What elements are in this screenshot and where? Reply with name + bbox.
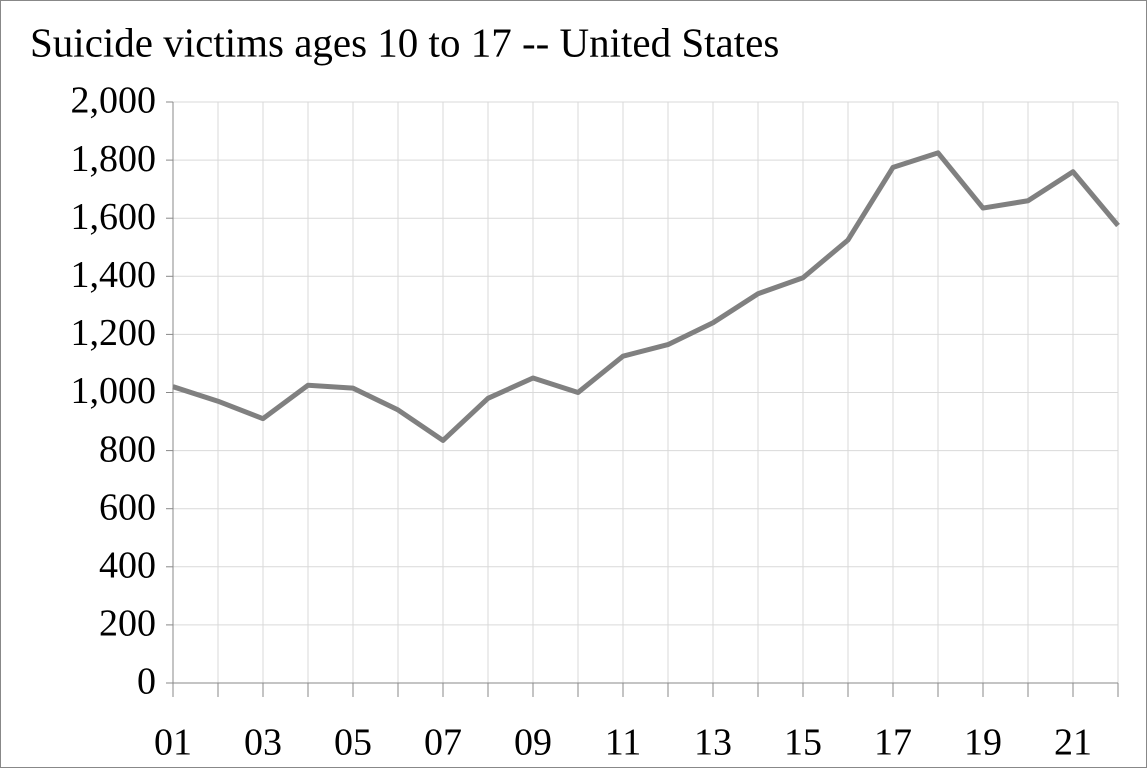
y-tick-label: 200 [99, 603, 156, 645]
x-tick-label: 05 [334, 722, 372, 764]
y-tick-label: 400 [99, 545, 156, 587]
y-tick-label: 600 [99, 486, 156, 528]
x-tick-label: 17 [874, 722, 912, 764]
x-tick-label: 11 [605, 722, 642, 764]
y-tick-label: 1,000 [71, 370, 157, 412]
y-tick-label: 800 [99, 428, 156, 470]
x-tick-label: 19 [964, 722, 1002, 764]
x-tick-label: 13 [694, 722, 732, 764]
y-tick-label: 1,200 [71, 312, 157, 354]
y-tick-label: 1,600 [71, 196, 157, 238]
x-tick-label: 03 [244, 722, 282, 764]
y-tick-label: 2,000 [71, 80, 157, 122]
x-tick-label: 01 [154, 722, 192, 764]
x-tick-label: 07 [424, 722, 462, 764]
chart-title: Suicide victims ages 10 to 17 -- United … [30, 19, 779, 65]
x-tick-label: 09 [514, 722, 552, 764]
x-tick-label: 15 [784, 722, 822, 764]
data-line [172, 150, 1120, 443]
x-tick-label: 21 [1054, 722, 1092, 764]
y-tick-label: 1,400 [71, 254, 157, 296]
y-tick-label: 1,800 [71, 138, 157, 180]
y-tick-label: 0 [137, 661, 156, 703]
